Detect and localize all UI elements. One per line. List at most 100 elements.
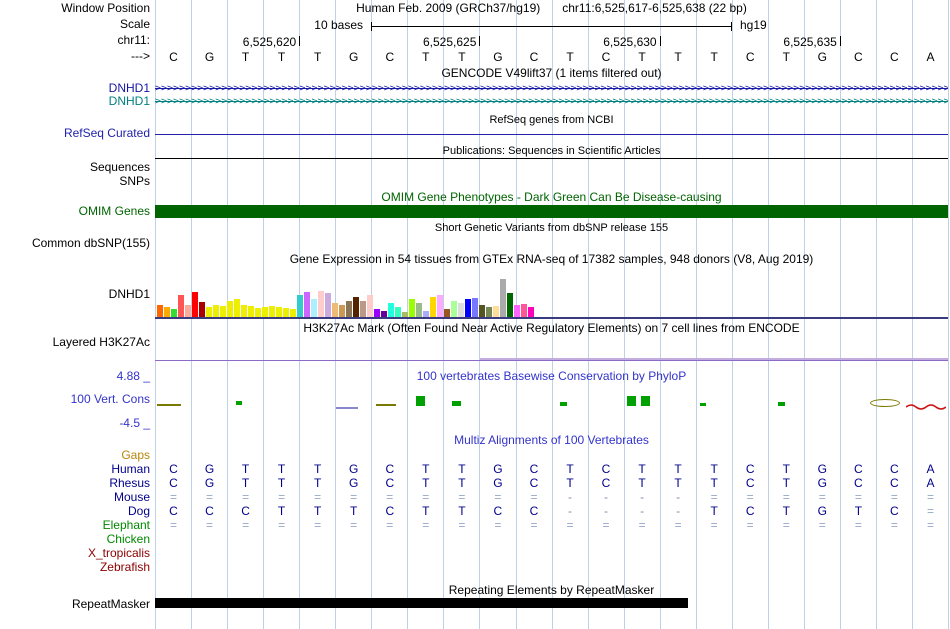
gtex-tissue-bar[interactable] [493, 306, 499, 317]
gtex-tissue-bar[interactable] [465, 299, 471, 317]
gtex-tissue-bar[interactable] [283, 308, 289, 317]
gtex-tissue-bar[interactable] [234, 299, 240, 317]
gtex-tissue-bar[interactable] [178, 295, 184, 317]
coordinate-label: 6,525,625 [423, 35, 477, 49]
gtex-tissue-bar[interactable] [423, 311, 429, 317]
multiz-species-label[interactable]: X_tropicalis [87, 546, 150, 560]
gtex-tissue-bar[interactable] [248, 306, 254, 317]
gtex-tissue-bar[interactable] [269, 306, 275, 317]
refseq-track-line[interactable] [155, 134, 948, 135]
gtex-tissue-bar[interactable] [255, 308, 261, 317]
alignment-base: = [566, 518, 574, 532]
gtex-tissue-bar[interactable] [311, 299, 317, 317]
gencode-gene-line[interactable] [155, 88, 948, 89]
gtex-tissue-bar[interactable] [430, 297, 436, 317]
multiz-species-label[interactable]: Mouse [113, 490, 150, 504]
gtex-tissue-bar[interactable] [360, 301, 366, 317]
gtex-tissue-bar[interactable] [486, 307, 492, 317]
gtex-tissue-bar[interactable] [416, 303, 422, 317]
h3k27ac-signal-line-highlight[interactable] [480, 358, 948, 360]
gtex-tissue-bar[interactable] [206, 307, 212, 317]
gtex-tissue-bar[interactable] [276, 307, 282, 317]
gtex-tissue-bar[interactable] [339, 305, 345, 317]
gtex-tissue-bar[interactable] [213, 305, 219, 317]
gtex-tissue-bar[interactable] [514, 305, 520, 317]
refseq-curated-label[interactable]: RefSeq Curated [63, 126, 150, 140]
multiz-species-label[interactable]: Dog [127, 504, 150, 518]
gtex-tissue-bar[interactable] [500, 279, 506, 317]
gtex-tissue-bar[interactable] [227, 301, 233, 317]
phylop-track-label[interactable]: 100 Vert. Cons [70, 392, 150, 406]
base-letter: T [458, 50, 466, 64]
gtex-tissue-bar[interactable] [353, 297, 359, 317]
scale-label: Scale [119, 17, 150, 31]
gtex-tissue-bar[interactable] [262, 307, 268, 317]
gtex-tissue-bar[interactable] [325, 293, 331, 317]
gtex-tissue-bar[interactable] [409, 299, 415, 317]
repeatmasker-label[interactable]: RepeatMasker [71, 597, 150, 611]
gtex-tissue-bar[interactable] [332, 303, 338, 317]
multiz-species-label[interactable]: Elephant [102, 518, 150, 532]
alignment-base: = [169, 518, 177, 532]
gtex-tissue-bar[interactable] [318, 291, 324, 317]
gtex-tissue-bar[interactable] [171, 309, 177, 317]
h3k27ac-label[interactable]: Layered H3K27Ac [52, 335, 150, 349]
base-letter: G [817, 50, 827, 64]
alignment-base: = [782, 518, 790, 532]
gtex-tissue-bar[interactable] [388, 303, 394, 317]
base-letter: C [529, 50, 539, 64]
gtex-tissue-bar[interactable] [185, 305, 191, 317]
gtex-tissue-bar[interactable] [521, 304, 527, 317]
multiz-species-label[interactable]: Zebrafish [99, 560, 150, 574]
sequences-label[interactable]: Sequences [89, 160, 150, 174]
gtex-tissue-bar[interactable] [402, 312, 408, 317]
gtex-tissue-bar[interactable] [451, 301, 457, 317]
multiz-species-label[interactable]: Chicken [106, 532, 150, 546]
multiz-species-label[interactable]: Rhesus [109, 476, 150, 490]
alignment-base: G [493, 476, 503, 490]
gtex-tissue-bar[interactable] [192, 292, 198, 317]
gtex-tissue-bar[interactable] [395, 307, 401, 317]
gtex-gene-label[interactable]: DNHD1 [108, 287, 150, 301]
gtex-tissue-bar[interactable] [528, 307, 534, 317]
gtex-tissue-bar[interactable] [241, 305, 247, 317]
gtex-tissue-bar[interactable] [157, 305, 163, 317]
gtex-tissue-bar[interactable] [220, 306, 226, 317]
alignment-base: T [638, 462, 646, 476]
gencode-gene-label[interactable]: DNHD1 [108, 94, 150, 108]
omim-gene-bar[interactable] [155, 205, 948, 218]
gencode-gene-arrows[interactable]: >>>>>>>>>>>>>>>>>>>>>>>>>>>>>>>>>>>>>>>>… [155, 83, 948, 94]
gtex-tissue-bar[interactable] [374, 309, 380, 317]
gencode-gene-label[interactable]: DNHD1 [108, 81, 150, 95]
gtex-tissue-bar[interactable] [507, 293, 513, 317]
snps-label[interactable]: SNPs [119, 174, 150, 188]
h3k27ac-signal-line[interactable] [155, 360, 948, 361]
gtex-tissue-bar[interactable] [199, 302, 205, 317]
gtex-tissue-bar[interactable] [437, 295, 443, 317]
sequences-track-line[interactable] [155, 158, 948, 159]
repeatmasker-bar[interactable] [155, 598, 688, 608]
gtex-tissue-bar[interactable] [479, 305, 485, 317]
alignment-base: G [204, 462, 215, 476]
gencode-gene-arrows[interactable]: >>>>>>>>>>>>>>>>>>>>>>>>>>>>>>>>>>>>>>>>… [155, 96, 948, 107]
phylop-mark [641, 396, 650, 406]
gencode-gene-line[interactable] [155, 101, 948, 102]
base-letter: C [854, 50, 863, 64]
gtex-tissue-bar[interactable] [444, 309, 450, 317]
gtex-tissue-bar[interactable] [381, 311, 387, 317]
gtex-tissue-bar[interactable] [297, 295, 303, 317]
alignment-base: = [242, 518, 250, 532]
dbsnp-label[interactable]: Common dbSNP(155) [31, 236, 150, 250]
gtex-tissue-bar[interactable] [367, 295, 373, 317]
multiz-species-label[interactable]: Human [111, 462, 150, 476]
gtex-tissue-bar[interactable] [458, 303, 464, 317]
gtex-tissue-bar[interactable] [472, 298, 478, 317]
multiz-species-label[interactable]: Gaps [121, 448, 150, 462]
gtex-tissue-bar[interactable] [164, 307, 170, 317]
omim-genes-label[interactable]: OMIM Genes [78, 204, 150, 218]
gtex-tissue-bar[interactable] [304, 292, 310, 317]
gtex-tissue-bar[interactable] [346, 301, 352, 317]
phylop-mark [778, 402, 785, 406]
alignment-base: = [350, 518, 358, 532]
gtex-tissue-bar[interactable] [290, 309, 296, 317]
